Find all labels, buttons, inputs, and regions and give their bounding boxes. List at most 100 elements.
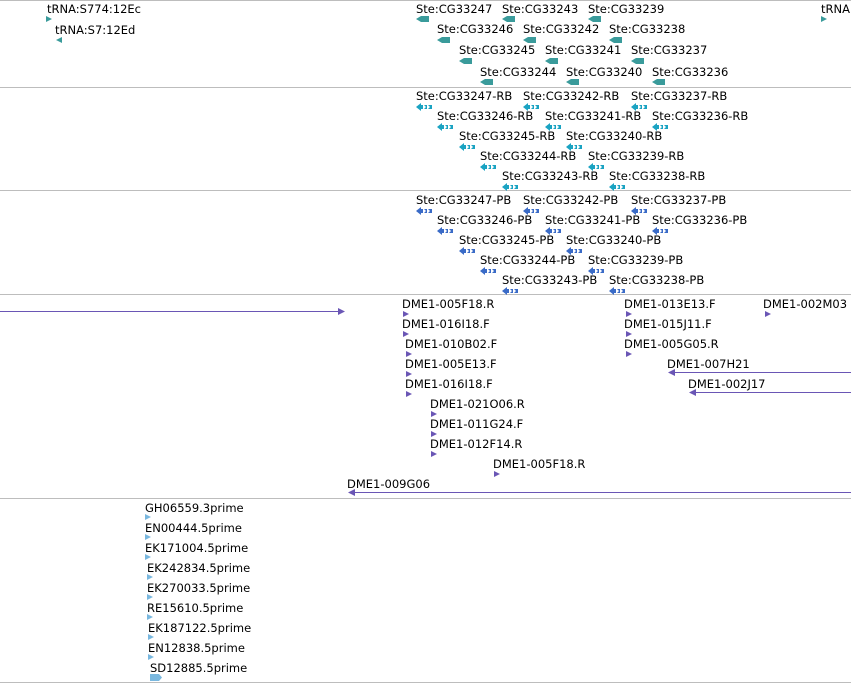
gene-arrow-icon[interactable] xyxy=(416,16,432,22)
transcript-arrow-icon[interactable] xyxy=(545,123,563,131)
feature-label[interactable]: tRNA xyxy=(821,2,850,16)
feature-label[interactable]: Ste:CG33240-PB xyxy=(566,233,662,247)
feature-triangle-icon[interactable] xyxy=(626,331,634,339)
transcript-arrow-icon[interactable] xyxy=(459,143,477,151)
feature-label[interactable]: DME1-011G24.F xyxy=(430,417,524,431)
feature-label[interactable]: SD12885.5prime xyxy=(150,661,248,675)
feature-triangle-icon[interactable] xyxy=(145,514,153,522)
feature-triangle-icon[interactable] xyxy=(147,574,155,582)
transcript-arrow-icon[interactable] xyxy=(652,227,670,235)
feature-label[interactable]: Ste:CG33245-PB xyxy=(459,233,555,247)
transcript-arrow-icon[interactable] xyxy=(523,103,541,111)
feature-label[interactable]: Ste:CG33246-RB xyxy=(437,109,534,123)
feature-label[interactable]: Ste:CG33238-RB xyxy=(609,169,706,183)
feature-triangle-icon[interactable] xyxy=(148,654,156,662)
feature-triangle-icon[interactable] xyxy=(147,594,155,602)
feature-triangle-icon[interactable] xyxy=(431,451,439,459)
transcript-arrow-icon[interactable] xyxy=(502,183,520,191)
feature-triangle-icon[interactable] xyxy=(494,471,502,479)
transcript-arrow-icon[interactable] xyxy=(566,247,584,255)
feature-label[interactable]: Ste:CG33237-RB xyxy=(631,89,728,103)
feature-label[interactable]: Ste:CG33243-RB xyxy=(502,169,599,183)
clone-span-line[interactable] xyxy=(689,389,851,396)
feature-triangle-icon[interactable] xyxy=(145,554,153,562)
feature-label[interactable]: Ste:CG33240 xyxy=(566,65,643,79)
transcript-arrow-icon[interactable] xyxy=(480,267,498,275)
feature-triangle-icon[interactable] xyxy=(626,351,634,359)
feature-label[interactable]: Ste:CG33240-RB xyxy=(566,129,663,143)
gene-arrow-icon[interactable] xyxy=(588,16,604,22)
feature-label[interactable]: Ste:CG33242-RB xyxy=(523,89,620,103)
transcript-arrow-icon[interactable] xyxy=(609,183,627,191)
feature-label[interactable]: EK242834.5prime xyxy=(147,561,251,575)
feature-triangle-icon[interactable] xyxy=(147,614,155,622)
feature-triangle-icon[interactable] xyxy=(403,311,411,319)
feature-label[interactable]: DME1-007H21 xyxy=(667,357,750,371)
gene-arrow-icon[interactable] xyxy=(631,58,647,64)
feature-label[interactable]: Ste:CG33241-PB xyxy=(545,213,641,227)
feature-label[interactable]: Ste:CG33244-RB xyxy=(480,149,577,163)
gene-arrow-icon[interactable] xyxy=(652,79,668,85)
gene-arrow-icon[interactable] xyxy=(609,37,625,43)
feature-triangle-icon[interactable] xyxy=(145,534,153,542)
feature-label[interactable]: Ste:CG33237-PB xyxy=(631,193,727,207)
transcript-arrow-icon[interactable] xyxy=(545,227,563,235)
transcript-arrow-icon[interactable] xyxy=(523,207,541,215)
feature-label[interactable]: EK187122.5prime xyxy=(148,621,252,635)
gene-arrow-icon[interactable] xyxy=(459,58,475,64)
feature-label[interactable]: DME1-016I18.F xyxy=(405,377,493,391)
feature-triangle-icon[interactable] xyxy=(765,311,773,319)
feature-label[interactable]: DME1-015J11.F xyxy=(624,317,712,331)
feature-label[interactable]: RE15610.5prime xyxy=(147,601,244,615)
feature-label[interactable]: EN00444.5prime xyxy=(145,521,242,535)
feature-label[interactable]: Ste:CG33241 xyxy=(545,43,622,57)
feature-label[interactable]: Ste:CG33238-PB xyxy=(609,273,705,287)
feature-label[interactable]: Ste:CG33244 xyxy=(480,65,557,79)
transcript-arrow-icon[interactable] xyxy=(631,103,649,111)
feature-label[interactable]: DME1-013E13.F xyxy=(624,297,716,311)
feature-label[interactable]: DME1-016I18.F xyxy=(402,317,490,331)
feature-label[interactable]: Ste:CG33238 xyxy=(609,22,686,36)
feature-label[interactable]: Ste:CG33246-PB xyxy=(437,213,533,227)
feature-label[interactable]: EK270033.5prime xyxy=(147,581,251,595)
feature-label[interactable]: DME1-010B02.F xyxy=(405,337,498,351)
transcript-arrow-icon[interactable] xyxy=(609,287,627,295)
feature-label[interactable]: Ste:CG33247-PB xyxy=(416,193,512,207)
clone-span-line[interactable] xyxy=(668,369,851,376)
feature-label[interactable]: Ste:CG33239-RB xyxy=(588,149,685,163)
gene-arrow-icon[interactable] xyxy=(480,79,496,85)
feature-triangle-icon[interactable] xyxy=(626,311,634,319)
feature-label[interactable]: EN12838.5prime xyxy=(148,641,245,655)
feature-triangle-icon[interactable] xyxy=(56,37,64,45)
feature-label[interactable]: DME1-005G05.R xyxy=(624,337,719,351)
feature-label[interactable]: Ste:CG33244-PB xyxy=(480,253,576,267)
gene-arrow-icon[interactable] xyxy=(545,58,561,64)
feature-label[interactable]: Ste:CG33246 xyxy=(437,22,514,36)
feature-triangle-icon[interactable] xyxy=(431,431,439,439)
feature-label[interactable]: EK171004.5prime xyxy=(145,541,249,555)
transcript-arrow-icon[interactable] xyxy=(652,123,670,131)
feature-label[interactable]: Ste:CG33242-PB xyxy=(523,193,619,207)
feature-label[interactable]: Ste:CG33243-PB xyxy=(502,273,598,287)
feature-label[interactable]: DME1-005F18.R xyxy=(402,297,495,311)
gene-arrow-icon[interactable] xyxy=(566,79,582,85)
feature-label[interactable]: DME1-009G06 xyxy=(347,477,431,491)
clone-span-line[interactable] xyxy=(0,308,345,315)
feature-label[interactable]: Ste:CG33245-RB xyxy=(459,129,556,143)
transcript-arrow-icon[interactable] xyxy=(416,103,434,111)
feature-label[interactable]: Ste:CG33242 xyxy=(523,22,600,36)
feature-label[interactable]: GH06559.3prime xyxy=(145,501,244,515)
feature-label[interactable]: Ste:CG33239 xyxy=(588,2,665,16)
feature-triangle-icon[interactable] xyxy=(46,16,54,24)
feature-label[interactable]: DME1-005F18.R xyxy=(493,457,586,471)
transcript-arrow-icon[interactable] xyxy=(459,247,477,255)
feature-triangle-icon[interactable] xyxy=(406,391,414,399)
feature-label[interactable]: Ste:CG33241-RB xyxy=(545,109,642,123)
feature-triangle-icon[interactable] xyxy=(821,16,829,24)
transcript-arrow-icon[interactable] xyxy=(566,143,584,151)
feature-label[interactable]: Ste:CG33247 xyxy=(416,2,493,16)
gene-arrow-icon[interactable] xyxy=(502,16,518,22)
feature-triangle-icon[interactable] xyxy=(403,331,411,339)
feature-triangle-icon[interactable] xyxy=(406,371,414,379)
feature-label[interactable]: DME1-012F14.R xyxy=(430,437,523,451)
